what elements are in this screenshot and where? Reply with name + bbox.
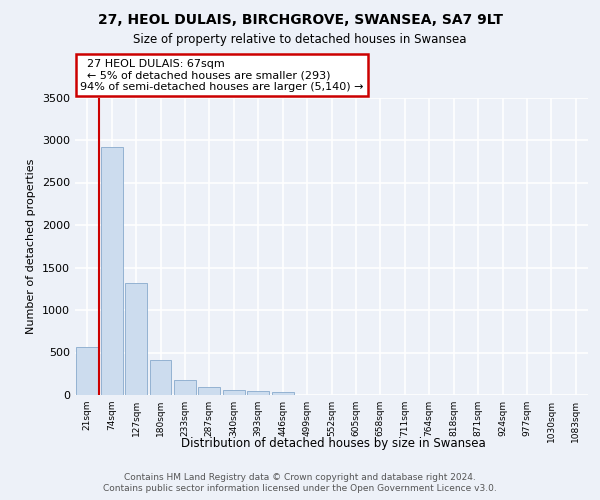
Text: Contains public sector information licensed under the Open Government Licence v3: Contains public sector information licen…: [103, 484, 497, 493]
Bar: [125, 283, 147, 395]
Text: Size of property relative to detached houses in Swansea: Size of property relative to detached ho…: [133, 32, 467, 46]
Bar: [174, 380, 196, 395]
Text: Contains HM Land Registry data © Crown copyright and database right 2024.: Contains HM Land Registry data © Crown c…: [124, 472, 476, 482]
Y-axis label: Number of detached properties: Number of detached properties: [26, 158, 37, 334]
Bar: [101, 147, 122, 395]
Bar: [149, 360, 172, 395]
Bar: [247, 391, 269, 395]
Bar: [223, 390, 245, 395]
Bar: [199, 388, 220, 395]
Text: 27 HEOL DULAIS: 67sqm
  ← 5% of detached houses are smaller (293)
94% of semi-de: 27 HEOL DULAIS: 67sqm ← 5% of detached h…: [80, 59, 364, 92]
Bar: [272, 392, 293, 395]
Text: Distribution of detached houses by size in Swansea: Distribution of detached houses by size …: [181, 438, 485, 450]
Bar: [76, 346, 98, 395]
Text: 27, HEOL DULAIS, BIRCHGROVE, SWANSEA, SA7 9LT: 27, HEOL DULAIS, BIRCHGROVE, SWANSEA, SA…: [97, 12, 503, 26]
